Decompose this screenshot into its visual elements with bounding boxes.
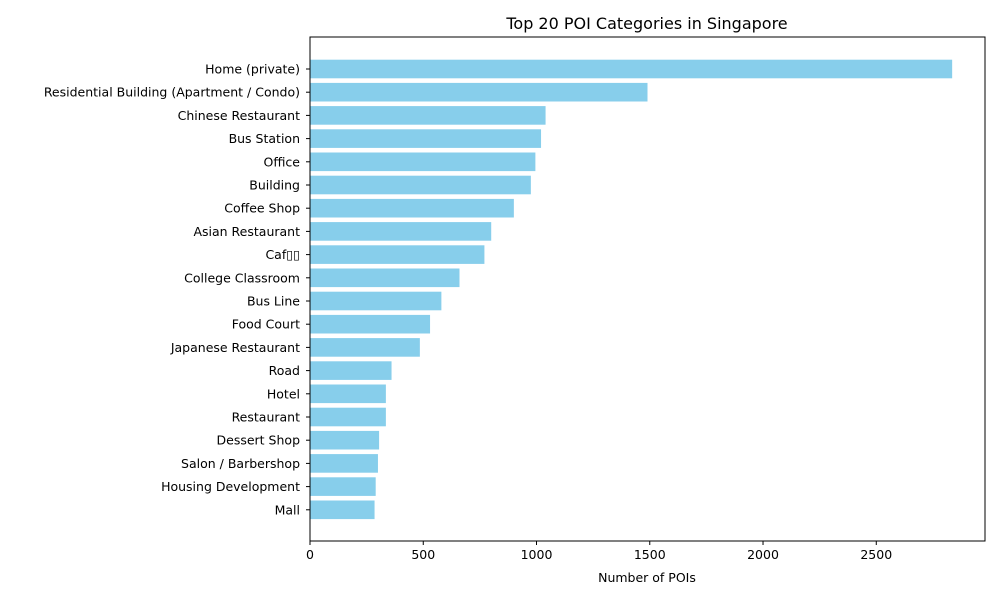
y-tick-label: Home (private) bbox=[205, 62, 300, 77]
bars-layer bbox=[310, 59, 953, 520]
x-tick-label: 2000 bbox=[747, 547, 779, 562]
y-tick-label: Caf▯▯ bbox=[265, 247, 300, 262]
y-tick-label: Mall bbox=[275, 502, 300, 517]
y-tick-label: College Classroom bbox=[184, 270, 300, 285]
y-tick-labels: Home (private) Residential Building (Apar… bbox=[44, 62, 310, 517]
bar-17 bbox=[310, 454, 378, 473]
y-tick-label: Asian Restaurant bbox=[193, 224, 300, 239]
x-tick-label: 0 bbox=[306, 547, 314, 562]
bar-14 bbox=[310, 384, 386, 404]
bar-9 bbox=[310, 268, 460, 288]
bar-3 bbox=[310, 129, 542, 148]
bar-1 bbox=[310, 82, 648, 102]
bar-2 bbox=[310, 106, 546, 125]
bar-12 bbox=[310, 338, 420, 357]
y-tick-label: Residential Building (Apartment / Condo) bbox=[44, 85, 300, 100]
y-tick-label: Bus Line bbox=[247, 294, 300, 309]
y-tick-label: Chinese Restaurant bbox=[178, 108, 300, 123]
x-tick-label: 1500 bbox=[634, 547, 666, 562]
bar-5 bbox=[310, 175, 531, 195]
y-tick-label: Road bbox=[269, 363, 300, 378]
x-ticks: 0 500 1000 1500 2000 2500 bbox=[306, 541, 892, 562]
bar-10 bbox=[310, 291, 442, 311]
bar-13 bbox=[310, 361, 392, 380]
bar-15 bbox=[310, 407, 386, 427]
y-tick-label: Food Court bbox=[232, 317, 300, 332]
y-tick-label: Bus Station bbox=[229, 131, 300, 146]
x-tick-label: 500 bbox=[411, 547, 435, 562]
bar-6 bbox=[310, 198, 514, 218]
y-tick-label: Japanese Restaurant bbox=[170, 340, 300, 355]
y-tick-label: Hotel bbox=[267, 386, 300, 401]
bar-8 bbox=[310, 245, 485, 264]
bar-18 bbox=[310, 477, 376, 496]
y-tick-label: Coffee Shop bbox=[224, 201, 300, 216]
plot-frame bbox=[309, 36, 986, 542]
bar-7 bbox=[310, 222, 492, 241]
bar-16 bbox=[310, 430, 380, 450]
bar-19 bbox=[310, 500, 375, 520]
bar-11 bbox=[310, 314, 431, 334]
chart-title: Top 20 POI Categories in Singapore bbox=[505, 14, 787, 33]
bar-0 bbox=[310, 59, 953, 79]
y-tick-label: Office bbox=[264, 154, 301, 169]
y-tick-label: Housing Development bbox=[161, 479, 300, 494]
y-tick-label: Restaurant bbox=[232, 410, 301, 425]
y-tick-label: Building bbox=[249, 178, 300, 193]
y-tick-label: Salon / Barbershop bbox=[181, 456, 300, 471]
x-tick-label: 1000 bbox=[521, 547, 553, 562]
bar-4 bbox=[310, 152, 536, 172]
x-axis-label: Number of POIs bbox=[598, 570, 696, 585]
y-tick-label: Dessert Shop bbox=[217, 433, 301, 448]
x-tick-label: 2500 bbox=[860, 547, 892, 562]
